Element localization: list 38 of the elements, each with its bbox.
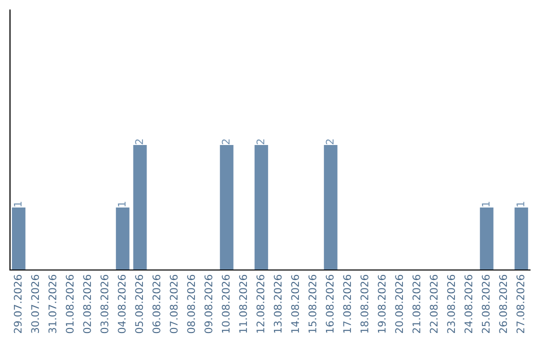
x-tick-label: 06.08.2026 [152, 274, 160, 334]
x-tick-label: 21.08.2026 [412, 274, 420, 334]
x-tick-label: 19.08.2026 [378, 274, 386, 333]
data-label: 1 [14, 202, 22, 206]
x-tick-label: 22.08.2026 [430, 274, 438, 334]
x-tick-label: 16.08.2026 [326, 274, 334, 333]
x-tick-label: 17.08.2026 [343, 274, 352, 333]
data-label: 2 [256, 139, 264, 144]
data-label: 1 [482, 202, 490, 206]
x-tick-label: 02.08.2026 [83, 274, 92, 334]
x-tick-label: 30.07.2026 [31, 274, 40, 334]
data-label: 2 [135, 139, 143, 144]
x-tick-label: 23.08.2026 [447, 274, 456, 334]
x-tick-label: 10.08.2026 [222, 274, 230, 333]
x-tick-label: 07.08.2026 [170, 274, 178, 334]
x-tick-label: 27.08.2026 [516, 274, 524, 334]
data-label: 1 [516, 202, 524, 206]
x-tick-label: 12.08.2026 [256, 274, 264, 333]
x-tick-label: 20.08.2026 [395, 274, 404, 334]
x-tick-label: 25.08.2026 [482, 274, 490, 334]
x-tick-label: 26.08.2026 [499, 274, 508, 334]
x-tick-label: 01.08.2026 [66, 274, 74, 334]
x-tick-label: 11.08.2026 [239, 274, 248, 333]
x-tick-label: 13.08.2026 [274, 274, 282, 333]
x-tick-label: 18.08.2026 [360, 274, 368, 333]
x-tick-label: 03.08.2026 [100, 274, 108, 334]
x-tick-label: 05.08.2026 [135, 274, 144, 334]
x-tick-label: 14.08.2026 [291, 274, 300, 333]
x-tick-label: 31.07.2026 [48, 274, 56, 334]
x-tick-label: 04.08.2026 [118, 274, 126, 334]
x-tick-label: 29.07.2026 [14, 274, 22, 334]
x-tick-label: 24.08.2026 [464, 274, 472, 334]
x-tick-label: 15.08.2026 [308, 274, 316, 333]
data-label: 2 [222, 139, 230, 144]
data-label: 2 [326, 139, 334, 144]
x-tick-label: 08.08.2026 [187, 274, 196, 334]
x-tick-label: 09.08.2026 [204, 274, 212, 334]
data-label: 1 [118, 202, 126, 206]
